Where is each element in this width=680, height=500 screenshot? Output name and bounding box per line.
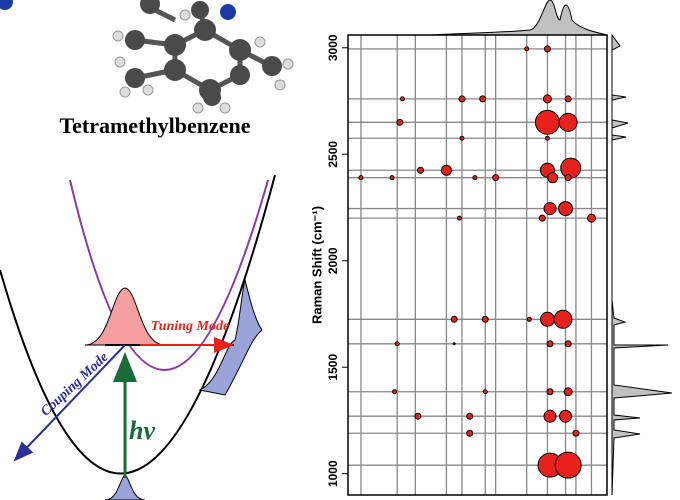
y-axis-label: Raman Shift (cm⁻¹) <box>309 206 324 324</box>
y-tick-label: 1500 <box>326 354 340 381</box>
bubble <box>542 94 552 104</box>
bubble <box>572 429 580 437</box>
bubble <box>452 342 456 346</box>
bubble <box>458 95 466 103</box>
right-spectrum <box>611 33 673 496</box>
bubble <box>544 135 550 141</box>
potential-curves <box>0 174 276 475</box>
bubble <box>543 409 557 423</box>
bubble <box>440 164 452 176</box>
bubble <box>456 215 462 221</box>
bubble <box>560 157 582 179</box>
bubble <box>564 95 572 103</box>
bubble <box>554 451 582 479</box>
excited-wavepacket <box>198 278 263 396</box>
bubble <box>399 96 405 102</box>
bubble <box>543 202 557 216</box>
bottom-wavepacket <box>104 474 146 500</box>
bubble <box>546 388 554 396</box>
bubble <box>466 412 474 420</box>
bubble <box>558 201 574 217</box>
y-tick-label: 1000 <box>326 460 340 487</box>
bubble <box>396 118 404 126</box>
bubble <box>564 174 572 182</box>
bubble <box>466 429 474 437</box>
bubble <box>524 46 530 52</box>
y-tick-label: 3000 <box>326 34 340 61</box>
correlation-plot <box>348 35 607 495</box>
bubble <box>450 315 458 323</box>
molecule-label: Tetramethylbenzene <box>59 113 250 138</box>
bubble <box>553 309 573 329</box>
bubble <box>479 95 487 103</box>
atoms <box>0 0 294 114</box>
bubble <box>564 340 572 348</box>
bubble <box>586 213 596 223</box>
coupling-arrow <box>13 344 126 462</box>
bubble <box>481 315 489 323</box>
bubble <box>543 45 551 53</box>
bubble <box>472 175 478 181</box>
bubble <box>546 340 554 348</box>
bubble <box>417 166 425 174</box>
bubble <box>547 172 559 184</box>
bubble <box>459 135 465 141</box>
bubble <box>534 109 560 135</box>
top-spectrum <box>348 0 608 36</box>
bubble <box>414 412 422 420</box>
bubble <box>558 112 578 132</box>
bubble <box>492 174 500 182</box>
y-tick-label: 2000 <box>326 247 340 274</box>
y-tick-label: 2500 <box>326 141 340 168</box>
bubble <box>358 175 364 181</box>
ground-wavepacket <box>84 287 166 346</box>
tuning-label: Tuning Mode <box>151 319 229 334</box>
bubble <box>394 341 400 347</box>
coupling-label: Couping Mode <box>38 350 111 420</box>
bubble <box>559 409 573 423</box>
plot-frame <box>347 34 608 496</box>
bubble <box>389 175 395 181</box>
bubble <box>392 389 398 395</box>
bubble <box>538 214 546 222</box>
excitation-label: hν <box>129 416 155 445</box>
bubble <box>539 311 555 327</box>
bubble <box>482 389 488 395</box>
bubble <box>526 316 532 322</box>
bubble <box>563 387 573 397</box>
